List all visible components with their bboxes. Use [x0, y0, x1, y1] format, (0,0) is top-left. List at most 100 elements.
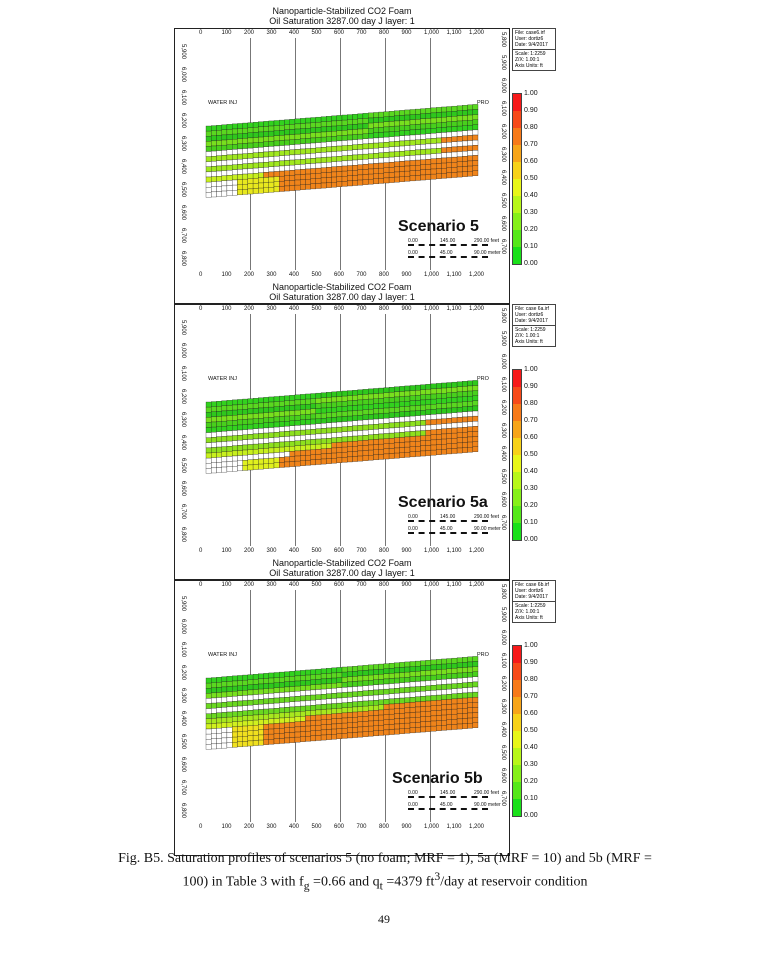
grid-cell	[226, 129, 233, 135]
grid-cell	[435, 408, 442, 415]
grid-cell	[331, 718, 337, 725]
x-tick-label: 900	[401, 582, 412, 588]
grid-cell	[205, 406, 212, 413]
x-tick-label: 600	[334, 272, 345, 278]
grid-cell	[415, 727, 421, 733]
grid-cell	[362, 143, 369, 150]
grid-cell	[216, 400, 222, 407]
grid-cell	[467, 165, 473, 172]
grid-cell	[456, 391, 463, 398]
grid-cell	[231, 711, 238, 717]
grid-cell	[336, 156, 343, 162]
grid-cell	[289, 410, 296, 416]
grid-cell	[263, 172, 269, 178]
grid-cell	[320, 448, 327, 455]
grid-cell	[341, 119, 348, 126]
grid-cell	[347, 134, 353, 141]
file-info-box: File: case 6a.irf User: dortiz6 Date: 9/4/…	[512, 304, 556, 347]
grid-cell	[373, 173, 379, 179]
grid-cell	[430, 444, 437, 451]
x-tick-label: 300	[266, 548, 277, 554]
grid-cell	[221, 686, 228, 693]
grid-cell	[425, 424, 432, 431]
grid-cell	[300, 419, 306, 426]
grid-cell	[226, 170, 233, 176]
grid-cell	[367, 700, 374, 706]
grid-cell	[420, 425, 426, 431]
grid-cell	[326, 136, 332, 142]
grid-cell	[289, 681, 296, 687]
grid-cell	[247, 464, 254, 471]
grid-cell	[211, 692, 217, 699]
grid-cell	[247, 122, 254, 128]
grid-cell	[347, 712, 353, 718]
y-tick-label: 5,900	[180, 44, 186, 60]
grid-cell	[263, 432, 269, 439]
grid-cell	[221, 170, 228, 176]
grid-cell	[383, 438, 390, 444]
grid-cell	[341, 671, 348, 678]
grid-cell	[373, 168, 379, 174]
grid-cell	[252, 449, 259, 455]
grid-cell	[446, 106, 452, 112]
grid-cell	[320, 724, 327, 731]
grid-cell	[420, 149, 426, 155]
grid-cell	[373, 705, 379, 711]
grid-cell	[367, 163, 374, 170]
x-tick-label: 200	[244, 824, 255, 830]
grid-cell	[300, 700, 306, 707]
info-units: Axis Units: ft	[515, 339, 543, 345]
grid-cell	[326, 427, 332, 434]
grid-cell	[435, 158, 442, 164]
grid-cell	[352, 722, 358, 728]
grid-cell	[294, 685, 301, 692]
figure-caption: Fig. B5. Saturation profiles of scenario…	[40, 850, 730, 895]
x-tick-label: 1,100	[446, 582, 462, 588]
grid-cell	[451, 438, 458, 444]
grid-cell	[231, 174, 238, 181]
grid-cell	[310, 403, 317, 409]
grid-cell	[263, 141, 269, 147]
grid-cell	[467, 671, 473, 678]
x-tick-label: 0	[199, 548, 203, 554]
grid-cell	[252, 162, 259, 169]
grid-cell	[247, 158, 254, 164]
grid-cell	[347, 451, 353, 458]
grid-cell	[205, 718, 212, 725]
grid-cell	[289, 154, 296, 161]
info-date: Date: 9/4/2017	[515, 594, 548, 600]
grid-cell	[263, 422, 269, 429]
grid-cell	[300, 450, 306, 456]
grid-cell	[456, 125, 463, 132]
grid-cell	[425, 445, 432, 451]
grid-cell	[446, 663, 452, 669]
grid-cell	[221, 415, 228, 422]
grid-cell	[362, 721, 369, 727]
grid-cell	[394, 688, 400, 694]
grid-cell	[247, 694, 254, 701]
grid-cell	[409, 431, 416, 437]
grid-cell	[216, 176, 222, 182]
info-units: Axis Units: ft	[515, 615, 543, 621]
grid-cell	[300, 169, 306, 175]
grid-cell	[456, 662, 463, 669]
grid-cell	[231, 701, 238, 707]
grid-cell	[373, 408, 379, 415]
grid-cell	[462, 130, 468, 137]
x-tick-label: 200	[244, 306, 255, 312]
legend-swatch	[513, 145, 521, 162]
grid-cell	[430, 404, 437, 410]
grid-cell	[231, 164, 238, 170]
grid-cell	[310, 454, 317, 460]
grid-cell	[211, 437, 217, 443]
legend-label: 1.00	[524, 642, 538, 649]
grid-cell	[331, 151, 337, 157]
grid-cell	[456, 718, 463, 725]
grid-cell	[221, 144, 228, 151]
grid-cell	[216, 426, 222, 432]
grid-cell	[310, 153, 317, 159]
grid-cell	[462, 421, 468, 428]
grid-cell	[373, 429, 379, 435]
grid-cell	[320, 167, 327, 173]
legend-swatch	[513, 179, 521, 196]
